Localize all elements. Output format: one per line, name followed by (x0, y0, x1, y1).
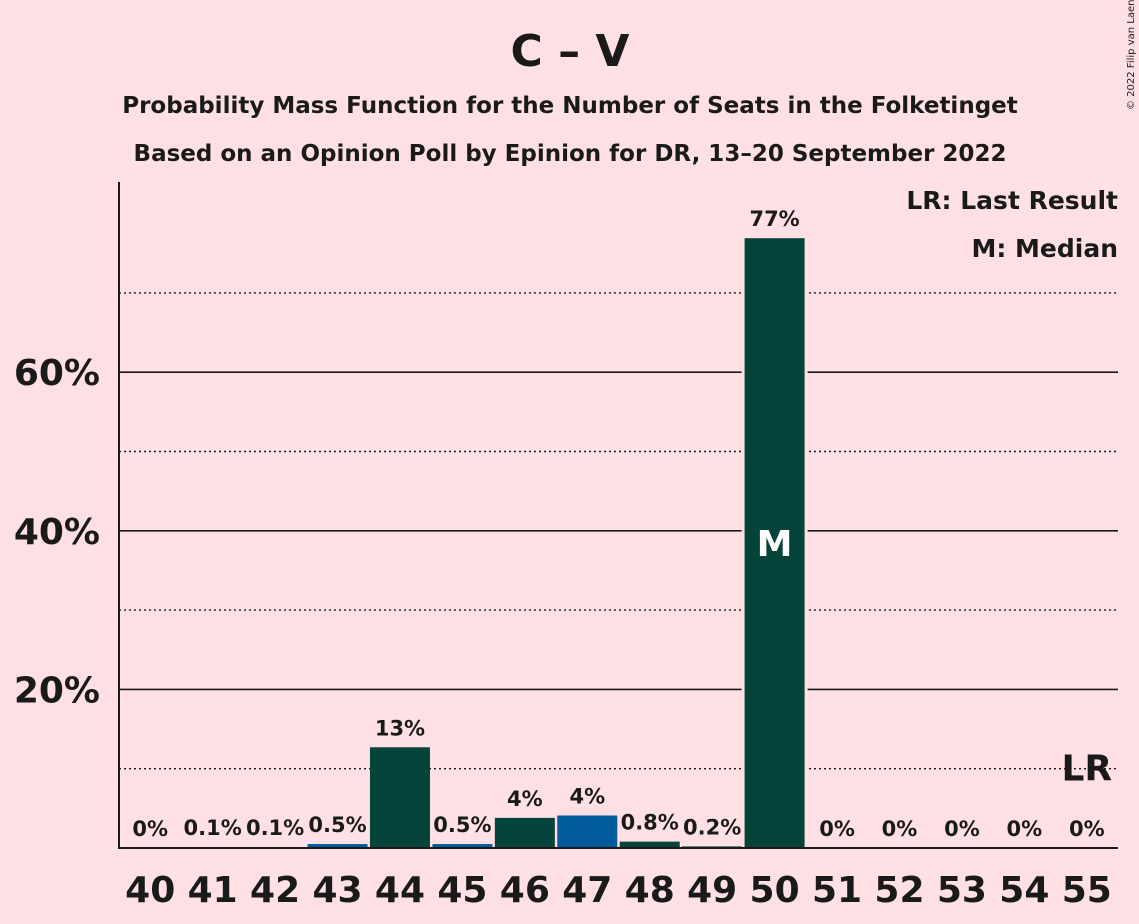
bar-value-labels: 0% 0.1% 0.1% 0.5%13%0.5%4% 4%0.8% 0.2%77%M0% 0… (132, 207, 1112, 841)
bar-value-label: 0.5% (308, 813, 366, 837)
median-marker: M (757, 524, 793, 565)
x-tick-label: 42 (250, 870, 300, 911)
bar-value-label: 0.8% (621, 811, 679, 835)
bar-value-label: 0% (1007, 817, 1043, 841)
chart-subtitle-2: Based on an Opinion Poll by Epinion for … (134, 141, 1007, 167)
x-tick-label: 45 (437, 870, 487, 911)
bar-seats-44 (369, 747, 430, 848)
bar-seats-48 (619, 841, 680, 848)
x-tick-label: 51 (812, 870, 862, 911)
bar-value-label: 0% (132, 817, 168, 841)
bars (182, 238, 808, 849)
last-result-marker: LR (1061, 749, 1112, 790)
bar-value-label: 0.5% (433, 813, 491, 837)
bar-value-label: 0.1% (246, 816, 304, 840)
bar-seats-50 (744, 238, 805, 849)
y-tick-label: 20% (14, 670, 100, 711)
copyright-text: © 2022 Filip van Laenen (1126, 0, 1137, 110)
x-tick-label: 52 (874, 870, 924, 911)
y-tick-label: 60% (14, 353, 100, 394)
bar-value-label: 4% (507, 787, 543, 811)
x-tick-label: 50 (750, 870, 800, 911)
bar-value-label: 4% (569, 784, 605, 808)
bar-value-label: 0.2% (683, 815, 741, 839)
bar-value-label: 13% (375, 716, 425, 740)
bar-value-label: 0% (1069, 817, 1105, 841)
x-tick-label: 53 (937, 870, 987, 911)
chart-subtitle-1: Probability Mass Function for the Number… (122, 93, 1018, 119)
x-axis-tick-labels: 40 41 42 43 44 45 46 47 48 49 50 51 52 53 54 55 (125, 870, 1112, 911)
bar-value-label: 0% (944, 817, 980, 841)
x-tick-label: 47 (562, 870, 612, 911)
x-tick-label: 49 (687, 870, 737, 911)
x-tick-label: 43 (312, 870, 362, 911)
bar-seats-43 (307, 844, 368, 848)
y-tick-label: 40% (14, 512, 100, 553)
bar-value-label: 0.1% (184, 816, 242, 840)
legend-last-result: LR: Last Result (906, 186, 1118, 215)
bar-value-label: 77% (749, 207, 799, 231)
bar-seats-46 (494, 817, 555, 848)
x-tick-label: 55 (1062, 870, 1112, 911)
x-tick-label: 54 (999, 870, 1049, 911)
x-tick-label: 44 (375, 870, 425, 911)
gridlines (119, 292, 1118, 770)
x-tick-label: 48 (625, 870, 675, 911)
y-axis-tick-labels: 20% 40% 60% (14, 353, 100, 711)
bar-value-label: 0% (819, 817, 855, 841)
chart-title: C – V (511, 26, 630, 77)
bar-seats-45 (432, 844, 493, 848)
x-tick-label: 41 (188, 870, 238, 911)
x-tick-label: 40 (125, 870, 175, 911)
x-tick-label: 46 (500, 870, 550, 911)
legend-median: M: Median (971, 234, 1118, 263)
bar-value-label: 0% (882, 817, 918, 841)
bar-seats-47 (557, 815, 618, 848)
